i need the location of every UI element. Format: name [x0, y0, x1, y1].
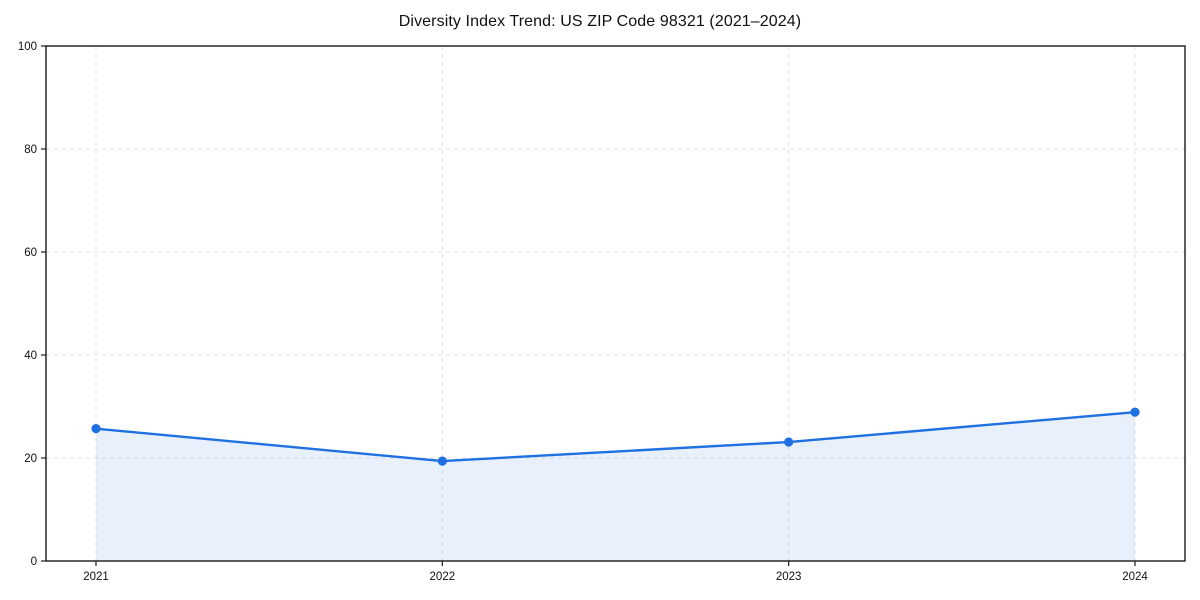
- data-point-marker: [91, 424, 101, 434]
- plot-spines: [45, 45, 1186, 562]
- y-tick-label: 20: [24, 453, 37, 465]
- x-tick-label: 2021: [83, 571, 109, 583]
- y-tick-label: 60: [24, 247, 37, 259]
- y-tick-label: 40: [24, 350, 37, 362]
- data-point-marker: [1130, 407, 1140, 417]
- y-tick-label: 100: [18, 41, 37, 53]
- trend-line: [94, 410, 1137, 463]
- area-fill: [96, 412, 1135, 561]
- x-tick-label: 2023: [776, 571, 802, 583]
- x-tick-label: 2022: [430, 571, 456, 583]
- data-point-marker: [784, 437, 794, 447]
- x-tick-label: 2024: [1122, 571, 1148, 583]
- chart-title: Diversity Index Trend: US ZIP Code 98321…: [398, 13, 802, 30]
- y-tick-label: 0: [31, 556, 37, 568]
- data-point-marker: [437, 456, 447, 466]
- y-tick-label: 80: [24, 144, 37, 156]
